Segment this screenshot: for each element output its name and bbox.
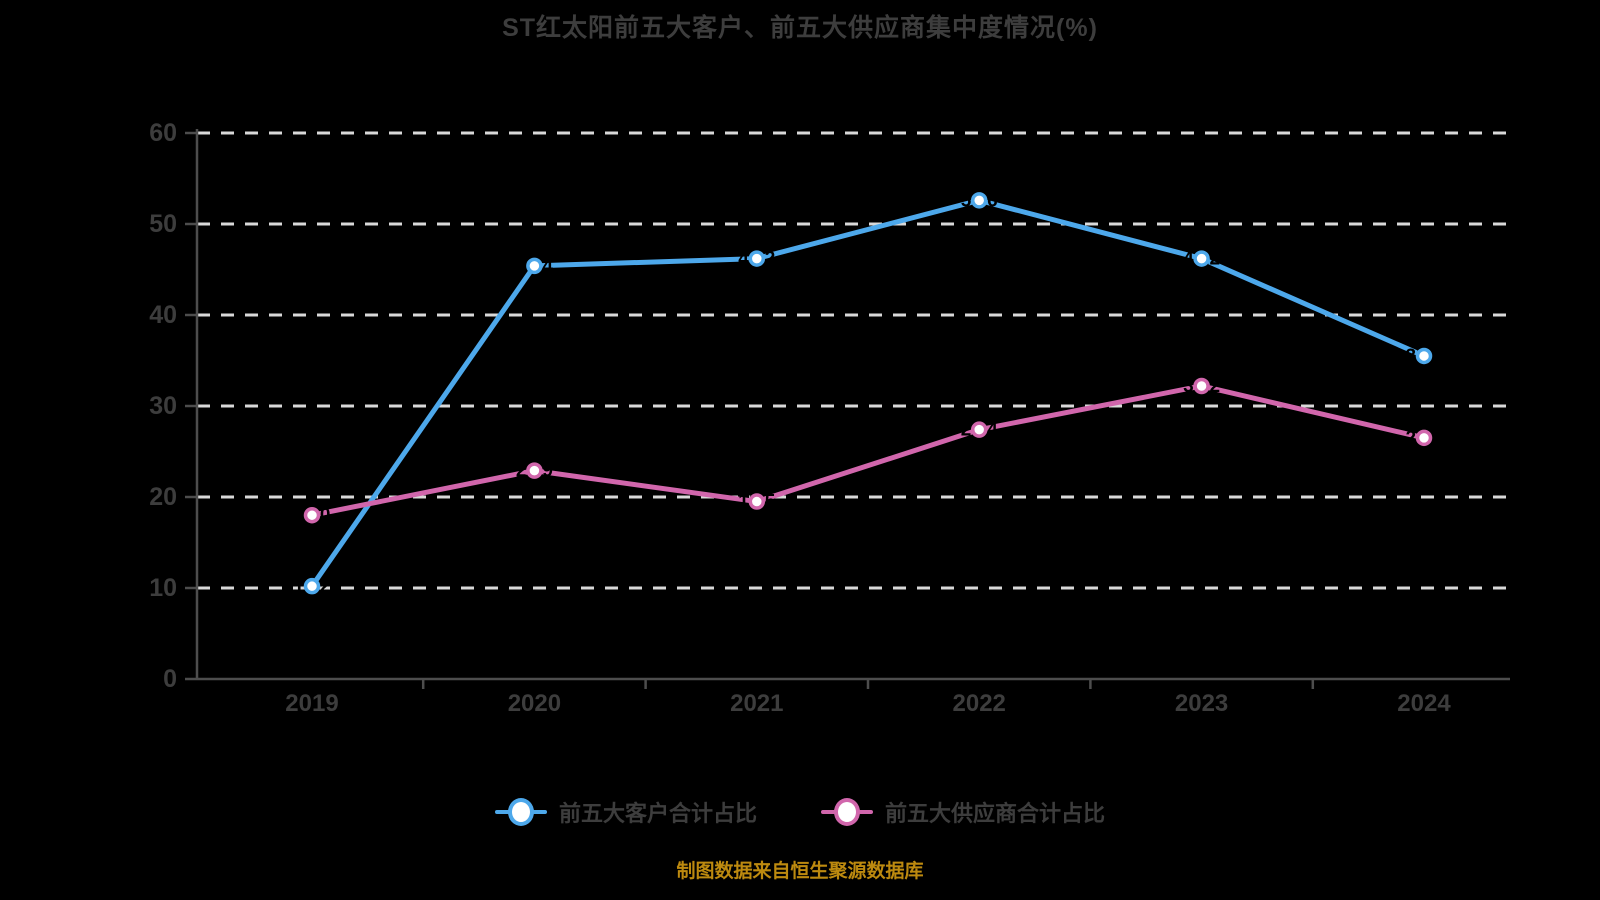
data-point-marker: [526, 257, 543, 275]
data-point-marker: [526, 462, 543, 479]
legend-label-customers: 前五大客户合计占比: [558, 801, 757, 826]
x-tick-label: 2024: [1397, 690, 1451, 717]
legend-marker-pink-icon: [821, 797, 873, 827]
data-point-marker: [303, 577, 321, 595]
data-point-marker: [970, 421, 988, 438]
data-point-marker: [303, 506, 321, 524]
legend-item-suppliers: 前五大供应商合计占比: [821, 796, 1105, 828]
legend-item-customers: 前五大客户合计占比: [494, 796, 757, 828]
y-tick-label: 30: [149, 392, 177, 420]
data-point-marker: [1415, 347, 1433, 365]
y-tick-label: 50: [149, 210, 177, 238]
data-point-marker: [748, 250, 766, 267]
x-tick-label: 2019: [285, 690, 338, 717]
y-tick-label: 10: [149, 574, 177, 602]
chart-title: ST红太阳前五大客户、前五大供应商集中度情况(%): [502, 14, 1098, 42]
x-tick-label: 2023: [1175, 690, 1228, 717]
data-point-marker: [970, 192, 988, 209]
y-tick-label: 20: [149, 483, 177, 511]
y-tick-label: 40: [149, 301, 177, 329]
legend-marker-blue-icon: [494, 797, 547, 827]
y-tick-label: 60: [149, 119, 177, 147]
series-line-0: [309, 197, 1427, 589]
data-point-marker: [1415, 429, 1433, 447]
data-source-caption: 制图数据来自恒生聚源数据库: [676, 861, 924, 882]
x-tick-label: 2021: [730, 690, 783, 717]
x-tick-label: 2022: [953, 690, 1006, 717]
data-point-marker: [748, 493, 766, 510]
x-tick-label: 2020: [508, 690, 561, 717]
data-point-marker: [1193, 377, 1210, 395]
legend-label-suppliers: 前五大供应商合计占比: [885, 801, 1106, 826]
series-line-1: [309, 383, 1427, 518]
data-point-marker: [1193, 250, 1210, 267]
chart-legend: 前五大客户合计占比 前五大供应商合计占比: [0, 796, 1600, 828]
y-tick-label: 0: [163, 665, 177, 693]
